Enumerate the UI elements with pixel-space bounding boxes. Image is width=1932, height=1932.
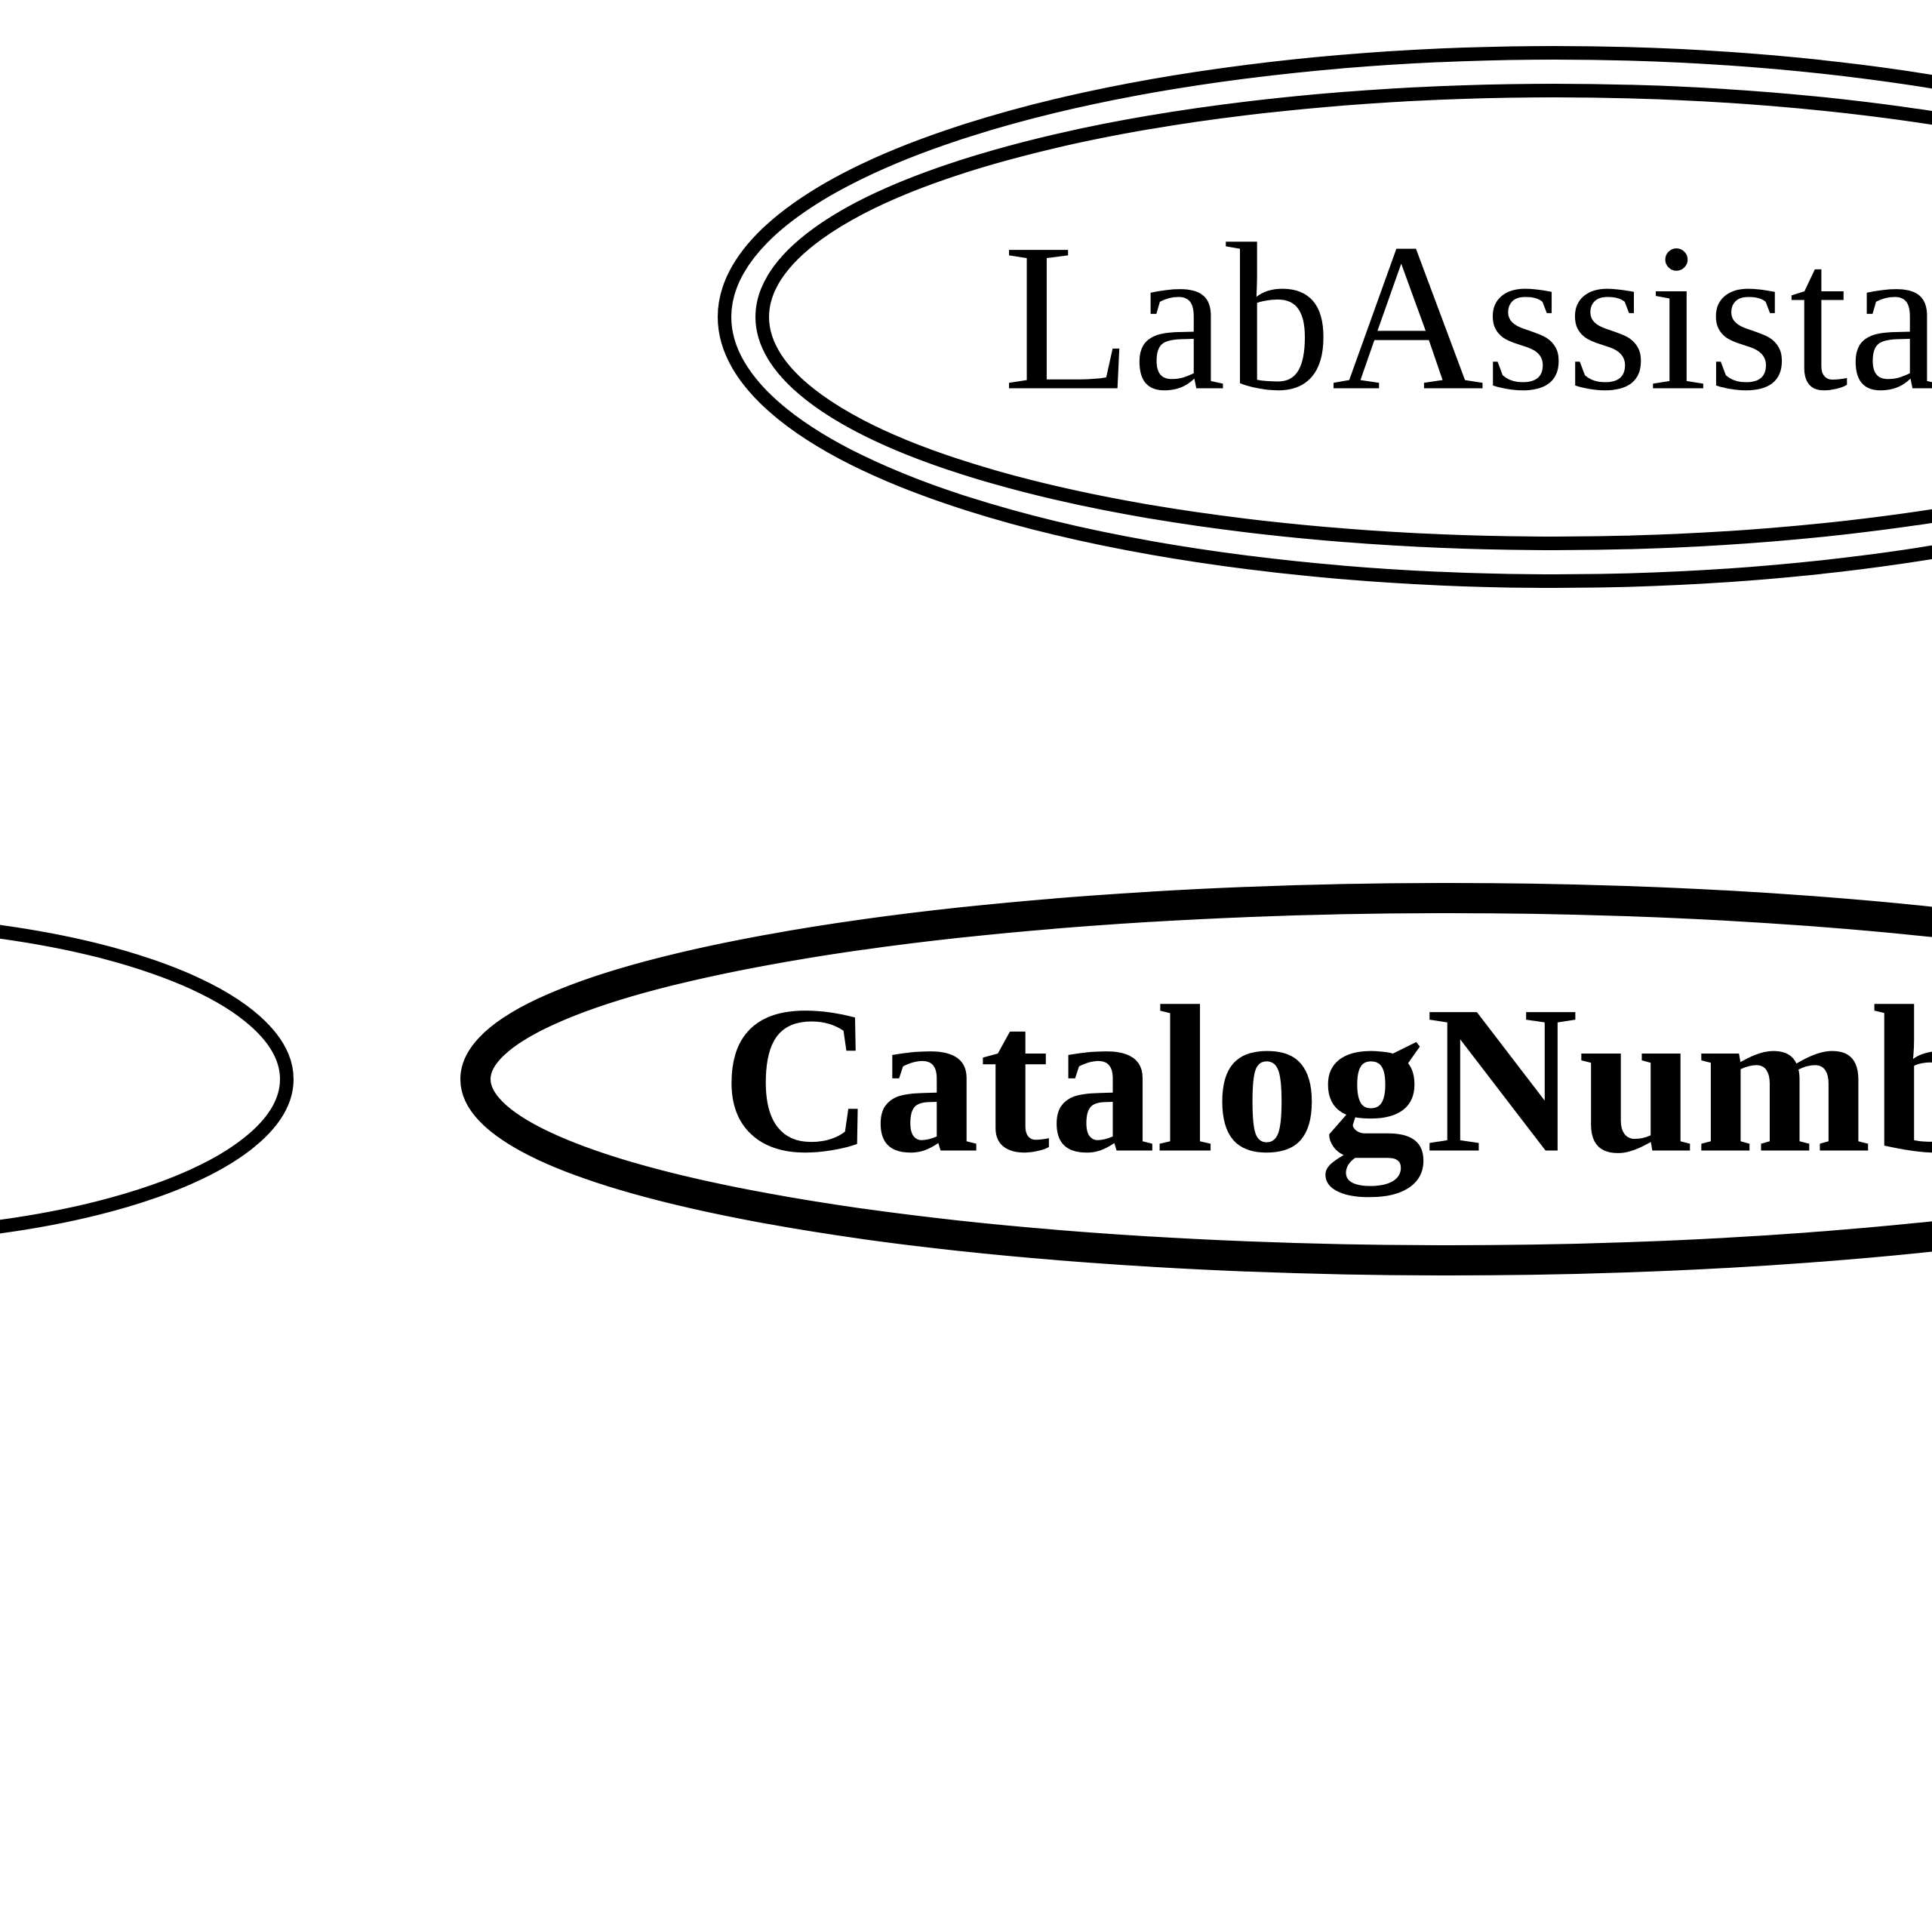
catalog-number: CatalogNumber [475, 898, 1932, 1260]
lab-assistant-label: LabAssistant [1003, 200, 1932, 435]
catalog-number-label: CatalogNumber [721, 962, 1932, 1201]
er-diagram: LabAssistant de CatalogNumber [0, 0, 1932, 1932]
de-attribute: de [0, 921, 287, 1238]
lab-assistant: LabAssistant [724, 53, 1932, 581]
